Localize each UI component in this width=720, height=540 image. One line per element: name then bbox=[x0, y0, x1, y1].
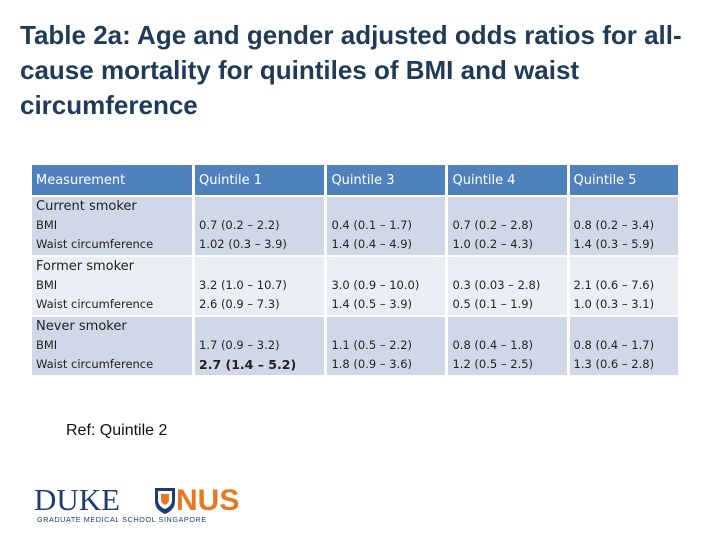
value: 0.8 (0.2 – 3.4) bbox=[573, 218, 655, 232]
group-cell: Current smoker BMI Waist circumference bbox=[32, 197, 195, 255]
header-quintile-3: Quintile 3 bbox=[327, 165, 449, 195]
logo-nus-text: NUS bbox=[176, 484, 239, 517]
duke-nus-logo: DUKE NUS GRADUATE MEDICAL SCHOOL SINGAPO… bbox=[34, 483, 239, 524]
value-cell: 1.7 (0.9 – 3.2) 2.7 (1.4 – 5.2) bbox=[195, 317, 328, 375]
odds-ratio-table: Measurement Quintile 1 Quintile 3 Quinti… bbox=[32, 165, 678, 375]
header-measurement: Measurement bbox=[32, 165, 195, 195]
value-cell: 3.2 (1.0 – 10.7) 2.6 (0.9 – 7.3) bbox=[195, 257, 328, 315]
header-quintile-4: Quintile 4 bbox=[448, 165, 570, 195]
header-quintile-1: Quintile 1 bbox=[195, 165, 328, 195]
value: 1.2 (0.5 – 2.5) bbox=[452, 357, 534, 371]
group-cell: Never smoker BMI Waist circumference bbox=[32, 317, 195, 375]
row-label: Waist circumference bbox=[36, 297, 154, 311]
value-cell: 3.0 (0.9 – 10.0) 1.4 (0.5 – 3.9) bbox=[327, 257, 449, 315]
group-label: Current smoker bbox=[36, 199, 137, 214]
row-label: Waist circumference bbox=[36, 237, 154, 251]
row-label: BMI bbox=[36, 218, 58, 232]
table-row: Current smoker BMI Waist circumference 0… bbox=[32, 197, 678, 255]
value: 1.3 (0.6 – 2.8) bbox=[573, 357, 655, 371]
value-cell: 2.1 (0.6 – 7.6) 1.0 (0.3 – 3.1) bbox=[569, 257, 678, 315]
group-cell: Former smoker BMI Waist circumference bbox=[32, 257, 195, 315]
value: 1.4 (0.5 – 3.9) bbox=[331, 297, 412, 311]
value: 3.2 (1.0 – 10.7) bbox=[199, 278, 287, 292]
group-label: Never smoker bbox=[36, 319, 127, 334]
value-cell: 0.7 (0.2 – 2.8) 1.0 (0.2 – 4.3) bbox=[448, 197, 570, 255]
value-cell: 0.8 (0.4 – 1.7) 1.3 (0.6 – 2.8) bbox=[569, 317, 678, 375]
value: 0.8 (0.4 – 1.8) bbox=[452, 338, 534, 352]
value: 1.02 (0.3 – 3.9) bbox=[199, 237, 287, 251]
row-label: Waist circumference bbox=[36, 357, 154, 371]
table-header-row: Measurement Quintile 1 Quintile 3 Quinti… bbox=[32, 165, 678, 195]
value: 2.1 (0.6 – 7.6) bbox=[573, 278, 655, 292]
value: 0.4 (0.1 – 1.7) bbox=[331, 218, 412, 232]
row-label: BMI bbox=[36, 338, 58, 352]
table-row: Never smoker BMI Waist circumference 1.7… bbox=[32, 317, 678, 375]
value-cell: 1.1 (0.5 – 2.2) 1.8 (0.9 – 3.6) bbox=[327, 317, 449, 375]
value-cell: 0.4 (0.1 – 1.7) 1.4 (0.4 – 4.9) bbox=[327, 197, 449, 255]
value-cell: 0.8 (0.4 – 1.8) 1.2 (0.5 – 2.5) bbox=[448, 317, 570, 375]
value: 1.4 (0.3 – 5.9) bbox=[573, 237, 655, 251]
logo-tagline: GRADUATE MEDICAL SCHOOL SINGAPORE bbox=[37, 515, 207, 524]
logo-duke-text: DUKE bbox=[34, 483, 120, 517]
value: 1.0 (0.2 – 4.3) bbox=[452, 237, 534, 251]
shield-icon bbox=[155, 488, 175, 514]
header-quintile-5: Quintile 5 bbox=[569, 165, 678, 195]
value: 0.7 (0.2 – 2.8) bbox=[452, 218, 534, 232]
value: 1.0 (0.3 – 3.1) bbox=[573, 297, 655, 311]
value: 1.4 (0.4 – 4.9) bbox=[331, 237, 412, 251]
row-label: BMI bbox=[36, 278, 58, 292]
value: 1.1 (0.5 – 2.2) bbox=[331, 338, 412, 352]
value: 1.8 (0.9 – 3.6) bbox=[331, 357, 412, 371]
reference-note: Ref: Quintile 2 bbox=[66, 422, 168, 439]
value-cell: 0.3 (0.03 – 2.8) 0.5 (0.1 – 1.9) bbox=[448, 257, 570, 315]
value: 1.7 (0.9 – 3.2) bbox=[199, 338, 280, 352]
group-label: Former smoker bbox=[36, 259, 135, 274]
slide-title: Table 2a: Age and gender adjusted odds r… bbox=[20, 20, 682, 120]
value: 2.6 (0.9 – 7.3) bbox=[199, 297, 280, 311]
value-highlighted: 2.7 (1.4 – 5.2) bbox=[199, 357, 297, 372]
value: 0.5 (0.1 – 1.9) bbox=[452, 297, 534, 311]
value: 0.7 (0.2 – 2.2) bbox=[199, 218, 280, 232]
value: 0.3 (0.03 – 2.8) bbox=[452, 278, 541, 292]
value: 0.8 (0.4 – 1.7) bbox=[573, 338, 655, 352]
value-cell: 0.7 (0.2 – 2.2) 1.02 (0.3 – 3.9) bbox=[195, 197, 328, 255]
value-cell: 0.8 (0.2 – 3.4) 1.4 (0.3 – 5.9) bbox=[569, 197, 678, 255]
value: 3.0 (0.9 – 10.0) bbox=[331, 278, 420, 292]
table-row: Former smoker BMI Waist circumference 3.… bbox=[32, 257, 678, 315]
